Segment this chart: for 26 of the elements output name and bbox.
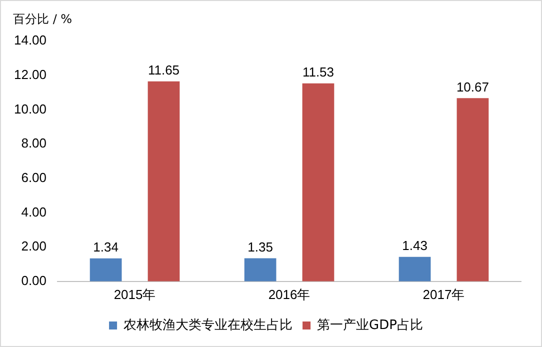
bar [398, 256, 431, 282]
y-tick-label: 2.00 [21, 238, 47, 254]
y-tick-label: 14.00 [14, 32, 47, 48]
data-label: 10.67 [456, 79, 489, 94]
y-tick-label: 8.00 [21, 136, 47, 151]
y-tick-label: 4.00 [21, 204, 47, 220]
x-tick-label: 2016年 [268, 286, 310, 302]
y-axis-title: 百分比 / % [13, 11, 72, 28]
y-tick-label: 12.00 [14, 66, 47, 82]
legend-label: 农林牧渔大类专业在校生占比 [124, 318, 293, 333]
y-tick-label: 0.00 [21, 272, 47, 288]
bar [302, 83, 334, 282]
bar [456, 98, 489, 282]
y-tick-label: 10.00 [14, 101, 47, 116]
x-tick-label: 2017年 [422, 286, 465, 302]
data-label: 11.65 [148, 62, 180, 78]
data-label: 1.43 [402, 238, 428, 253]
bar [244, 258, 276, 282]
bar [90, 258, 122, 282]
x-tick-label: 2015年 [114, 286, 156, 302]
bar [148, 81, 180, 282]
legend-label: 第一产业GDP占比 [317, 318, 423, 333]
y-tick-label: 6.00 [21, 170, 47, 185]
data-label: 1.35 [248, 239, 273, 254]
data-label: 1.34 [93, 239, 118, 254]
data-label: 11.53 [302, 64, 334, 80]
